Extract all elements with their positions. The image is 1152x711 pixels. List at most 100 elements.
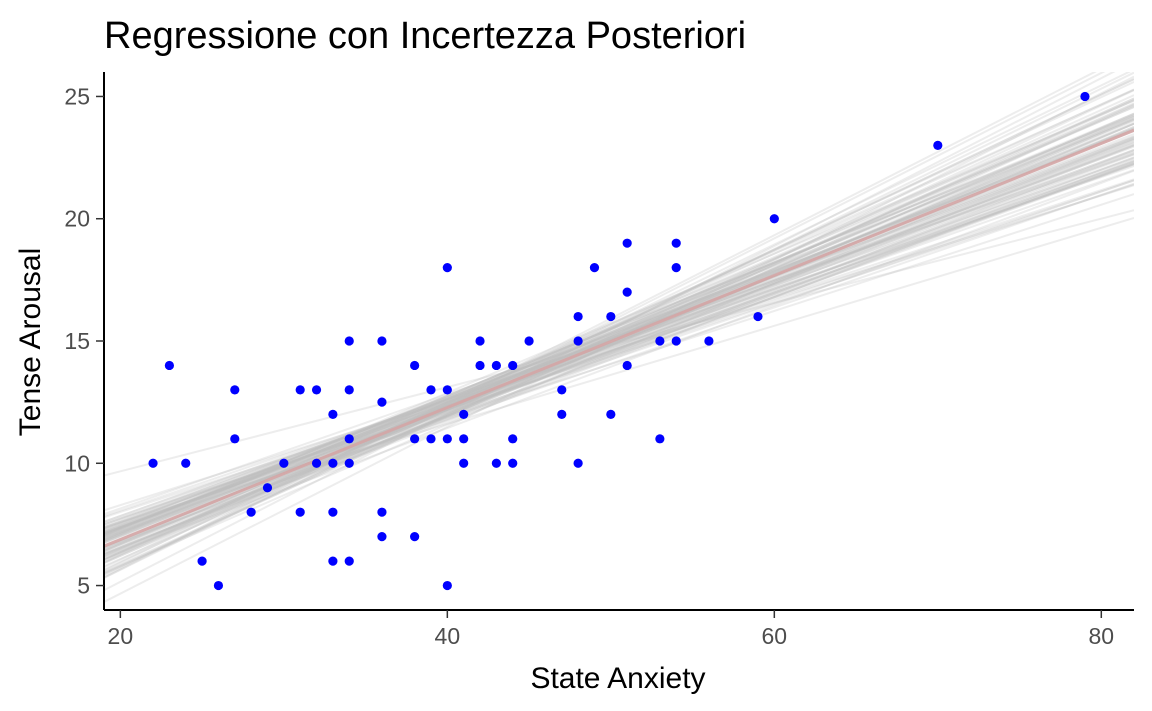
- data-point: [753, 311, 763, 322]
- posterior-draw-line: [104, 158, 1134, 555]
- data-point: [344, 556, 354, 566]
- posterior-draw-line: [104, 122, 1134, 561]
- posterior-draw-line: [104, 88, 1134, 561]
- posterior-draw-line: [104, 125, 1134, 575]
- data-point: [344, 458, 354, 468]
- data-point: [573, 336, 583, 346]
- posterior-draw-line: [104, 117, 1134, 541]
- posterior-draw-line: [104, 72, 1097, 578]
- data-point: [459, 409, 469, 419]
- data-point: [442, 434, 452, 444]
- data-point: [671, 238, 681, 248]
- data-point: [213, 580, 224, 591]
- data-point: [410, 360, 420, 371]
- posterior-draw-line: [104, 122, 1134, 562]
- data-point: [459, 434, 469, 444]
- posterior-draw-line: [104, 137, 1134, 556]
- data-point: [311, 458, 322, 468]
- posterior-draw-line: [104, 113, 1134, 558]
- data-point: [410, 532, 420, 542]
- posterior-draw-line: [104, 162, 1134, 534]
- posterior-draw-line: [104, 163, 1134, 538]
- data-point: [328, 409, 338, 419]
- posterior-draw-line: [104, 104, 1134, 561]
- data-point: [475, 360, 485, 371]
- posterior-draw-line: [104, 162, 1134, 539]
- data-point: [557, 385, 567, 395]
- data-point: [1080, 91, 1090, 102]
- data-point: [622, 360, 632, 371]
- posterior-draw-line: [104, 169, 1134, 558]
- data-point: [442, 580, 452, 591]
- posterior-draw-line: [104, 99, 1134, 551]
- posterior-draw-line: [104, 116, 1134, 567]
- posterior-draw-line: [104, 160, 1134, 538]
- posterior-draw-line: [104, 144, 1134, 552]
- posterior-draw-line: [104, 157, 1134, 523]
- posterior-draw-line: [104, 145, 1134, 527]
- posterior-draw-line: [104, 168, 1134, 533]
- posterior-draw-line: [104, 99, 1134, 573]
- posterior-draw-line: [104, 151, 1134, 530]
- data-point: [655, 434, 665, 444]
- posterior-draw-line: [104, 129, 1134, 533]
- posterior-draw-line: [104, 99, 1134, 540]
- posterior-draw-line: [104, 103, 1134, 558]
- data-point: [279, 458, 289, 468]
- data-point: [573, 458, 583, 468]
- data-point: [377, 336, 387, 346]
- posterior-draw-line: [104, 136, 1134, 536]
- data-point: [524, 336, 534, 346]
- posterior-draw-line: [104, 115, 1134, 536]
- data-point: [197, 556, 207, 566]
- data-point: [704, 336, 714, 346]
- data-point: [328, 458, 338, 468]
- y-tick-label: 5: [77, 573, 90, 599]
- posterior-draw-line: [104, 88, 1134, 553]
- posterior-draw-line: [104, 112, 1134, 542]
- posterior-draw-line: [104, 72, 1106, 579]
- posterior-draw-line: [104, 78, 1134, 571]
- x-tick-label: 60: [762, 623, 788, 649]
- data-point: [671, 263, 681, 273]
- chart-title: Regressione con Incertezza Posteriori: [104, 15, 746, 57]
- posterior-draw-line: [104, 118, 1134, 564]
- posterior-draw-line: [104, 156, 1134, 534]
- posterior-draw-line: [104, 178, 1134, 519]
- posterior-lines-group: [104, 72, 1134, 603]
- x-axis-title: State Anxiety: [530, 662, 705, 695]
- y-tick-label: 15: [64, 328, 90, 354]
- posterior-draw-line: [104, 163, 1134, 545]
- data-point: [622, 238, 632, 248]
- y-axis-ticks: 5 10 15 20 25: [64, 83, 104, 599]
- posterior-draw-line: [104, 179, 1134, 535]
- posterior-draw-line: [104, 126, 1134, 542]
- data-point: [377, 397, 387, 407]
- posterior-draw-line: [104, 140, 1134, 531]
- data-point: [344, 336, 354, 346]
- posterior-draw-line: [104, 72, 1116, 592]
- posterior-draw-line: [104, 102, 1134, 565]
- posterior-draw-line: [104, 97, 1134, 561]
- posterior-draw-line: [104, 159, 1134, 529]
- posterior-draw-line: [104, 114, 1134, 538]
- data-point: [491, 458, 501, 468]
- data-point: [262, 483, 273, 493]
- posterior-draw-line: [104, 114, 1134, 537]
- data-point: [377, 507, 387, 517]
- data-point: [622, 287, 632, 297]
- data-point: [410, 434, 420, 444]
- posterior-draw-line: [104, 209, 1134, 477]
- y-axis-title: Tense Arousal: [14, 248, 47, 436]
- posterior-draw-line: [104, 135, 1134, 529]
- posterior-draw-line: [104, 149, 1134, 556]
- posterior-draw-line: [104, 89, 1134, 576]
- posterior-draw-line: [104, 72, 1132, 572]
- posterior-draw-line: [104, 135, 1134, 537]
- data-point: [508, 434, 518, 444]
- data-point: [328, 556, 338, 566]
- data-point: [295, 507, 305, 517]
- data-point: [344, 434, 354, 444]
- data-point: [344, 385, 354, 395]
